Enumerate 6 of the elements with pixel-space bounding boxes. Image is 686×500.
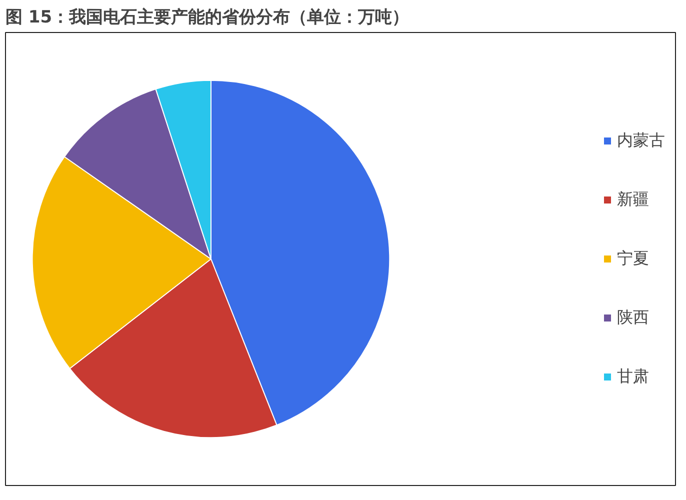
legend-label: 新疆 xyxy=(617,190,649,210)
legend-label: 甘肃 xyxy=(617,367,649,387)
legend-label: 内蒙古 xyxy=(617,131,665,151)
legend-label: 陕西 xyxy=(617,308,649,328)
legend-label: 宁夏 xyxy=(617,249,649,269)
chart-title: 图 15：我国电石主要产能的省份分布（单位：万吨） xyxy=(6,8,410,28)
